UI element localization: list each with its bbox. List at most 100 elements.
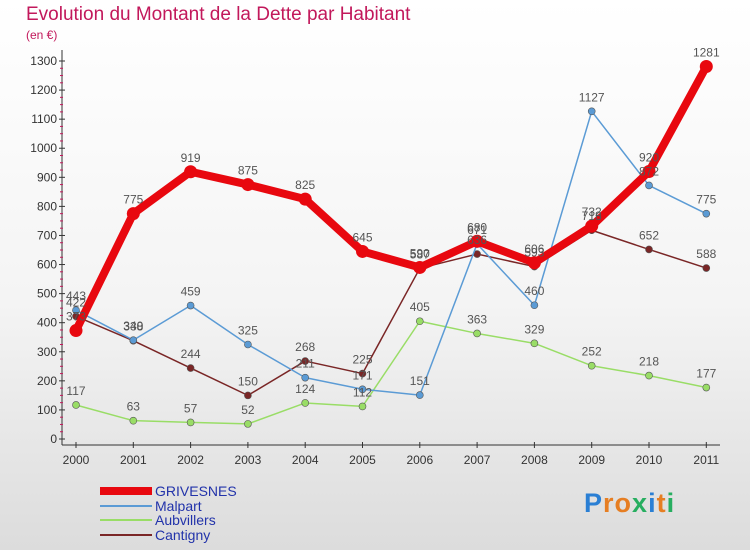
data-point-aubvillers [415,317,424,326]
legend-label-1: Malpart [155,497,202,514]
data-label-aubvillers: 57 [184,401,198,415]
data-label-cantigny: 636 [467,233,487,247]
data-label-aubvillers: 117 [66,384,85,398]
x-tick-label: 2011 [693,453,719,467]
data-point-grivesnes [413,260,427,274]
data-point-malpart [72,306,80,314]
data-point-malpart [587,107,596,116]
y-tick-label: 1100 [31,112,57,126]
legend: GRIVESNES Malpart Aubvillers Cantigny [100,484,237,542]
x-tick-label: 2003 [235,453,262,467]
data-point-grivesnes [184,165,198,179]
x-tick-label: 2008 [521,453,548,467]
data-point-grivesnes [699,60,713,74]
data-label-aubvillers: 363 [467,312,487,326]
data-label-malpart: 460 [524,284,544,298]
series-line-cantigny [75,229,708,397]
data-label-malpart: 443 [66,289,86,303]
data-label-aubvillers: 112 [353,385,372,399]
data-point-grivesnes [527,256,541,270]
data-point-malpart [530,301,539,310]
data-label-malpart: 151 [410,374,430,388]
data-point-grivesnes [298,192,312,206]
legend-swatch-3 [100,533,152,536]
logo-letter: i [648,488,657,518]
y-tick-label: 400 [37,316,57,330]
series-line-grivesnes [72,62,711,335]
data-label-aubvillers: 63 [127,400,141,414]
y-tick-label: 700 [37,228,57,242]
data-point-cantigny [244,391,252,400]
data-point-grivesnes [585,219,599,233]
data-point-malpart [129,336,138,344]
data-label-grivesnes: 825 [295,178,315,192]
y-tick-label: 0 [50,432,57,446]
x-tick-label: 2009 [578,453,605,467]
data-label-aubvillers: 329 [524,322,544,336]
data-point-aubvillers [702,383,711,392]
y-tick-label: 500 [37,287,57,301]
proxiti-logo: Proxiti [584,488,675,519]
data-point-aubvillers [645,371,653,380]
y-tick-label: 1000 [30,141,57,155]
data-label-cantigny: 338 [123,320,143,334]
data-label-aubvillers: 52 [241,403,255,417]
data-point-cantigny [645,245,653,254]
legend-item-2: Aubvillers [100,513,237,528]
series-line-malpart [75,110,708,396]
data-point-malpart [645,181,653,190]
data-label-cantigny: 225 [352,353,372,367]
data-point-malpart [244,340,252,349]
data-label-grivesnes: 645 [352,230,372,244]
chart-title: Evolution du Montant de la Dette par Hab… [26,4,411,25]
data-label-malpart: 171 [352,368,372,382]
data-point-malpart [702,209,711,218]
data-label-cantigny: 422 [66,295,86,309]
legend-label-3: Cantigny [155,526,211,543]
data-point-aubvillers [244,420,252,428]
data-point-aubvillers [473,329,481,338]
legend-swatch-2 [100,519,152,522]
logo-letter: x [632,488,649,518]
data-label-grivesnes: 920 [639,150,659,164]
x-tick-label: 2001 [120,453,147,467]
data-point-aubvillers [301,399,310,407]
data-label-grivesnes: 919 [181,151,201,165]
data-label-malpart: 671 [467,223,487,237]
data-label-cantigny: 593 [524,246,544,260]
legend-label-0: GRIVESNES [155,483,237,500]
data-label-cantigny: 587 [410,247,430,261]
data-label-aubvillers: 124 [295,382,315,396]
logo-letter: o [614,488,633,518]
data-label-grivesnes: 1281 [693,46,720,60]
data-point-malpart [301,373,310,382]
data-labels: 422 338 244 150 268 225 587 636 593 718 652 588 117 6… [66,46,720,417]
x-tick-label: 2005 [349,453,376,467]
data-point-aubvillers [186,418,195,427]
data-point-aubvillers [587,361,596,370]
data-point-cantigny [301,357,310,365]
data-label-grivesnes: 775 [123,193,143,207]
y-tick-label: 600 [37,258,57,272]
logo-letter: P [584,488,604,518]
legend-swatch-0 [100,487,152,496]
data-point-cantigny [702,264,711,272]
data-label-grivesnes: 732 [582,205,602,219]
data-label-malpart: 325 [238,324,258,338]
data-point-grivesnes [642,164,656,178]
data-point-aubvillers [129,416,138,425]
x-tick-label: 2007 [464,453,491,467]
data-label-cantigny: 588 [696,247,716,261]
y-tick-label: 1300 [30,54,57,68]
data-point-malpart [415,391,424,399]
data-point-malpart [186,301,195,310]
y-tick-label: 200 [37,374,57,388]
legend-item-0: GRIVESNES [100,484,237,499]
data-label-malpart: 459 [181,285,201,299]
data-label-aubvillers: 405 [410,300,430,314]
data-label-grivesnes: 680 [467,220,487,234]
series-line-aubvillers [75,320,708,425]
data-label-grivesnes: 590 [410,246,430,260]
